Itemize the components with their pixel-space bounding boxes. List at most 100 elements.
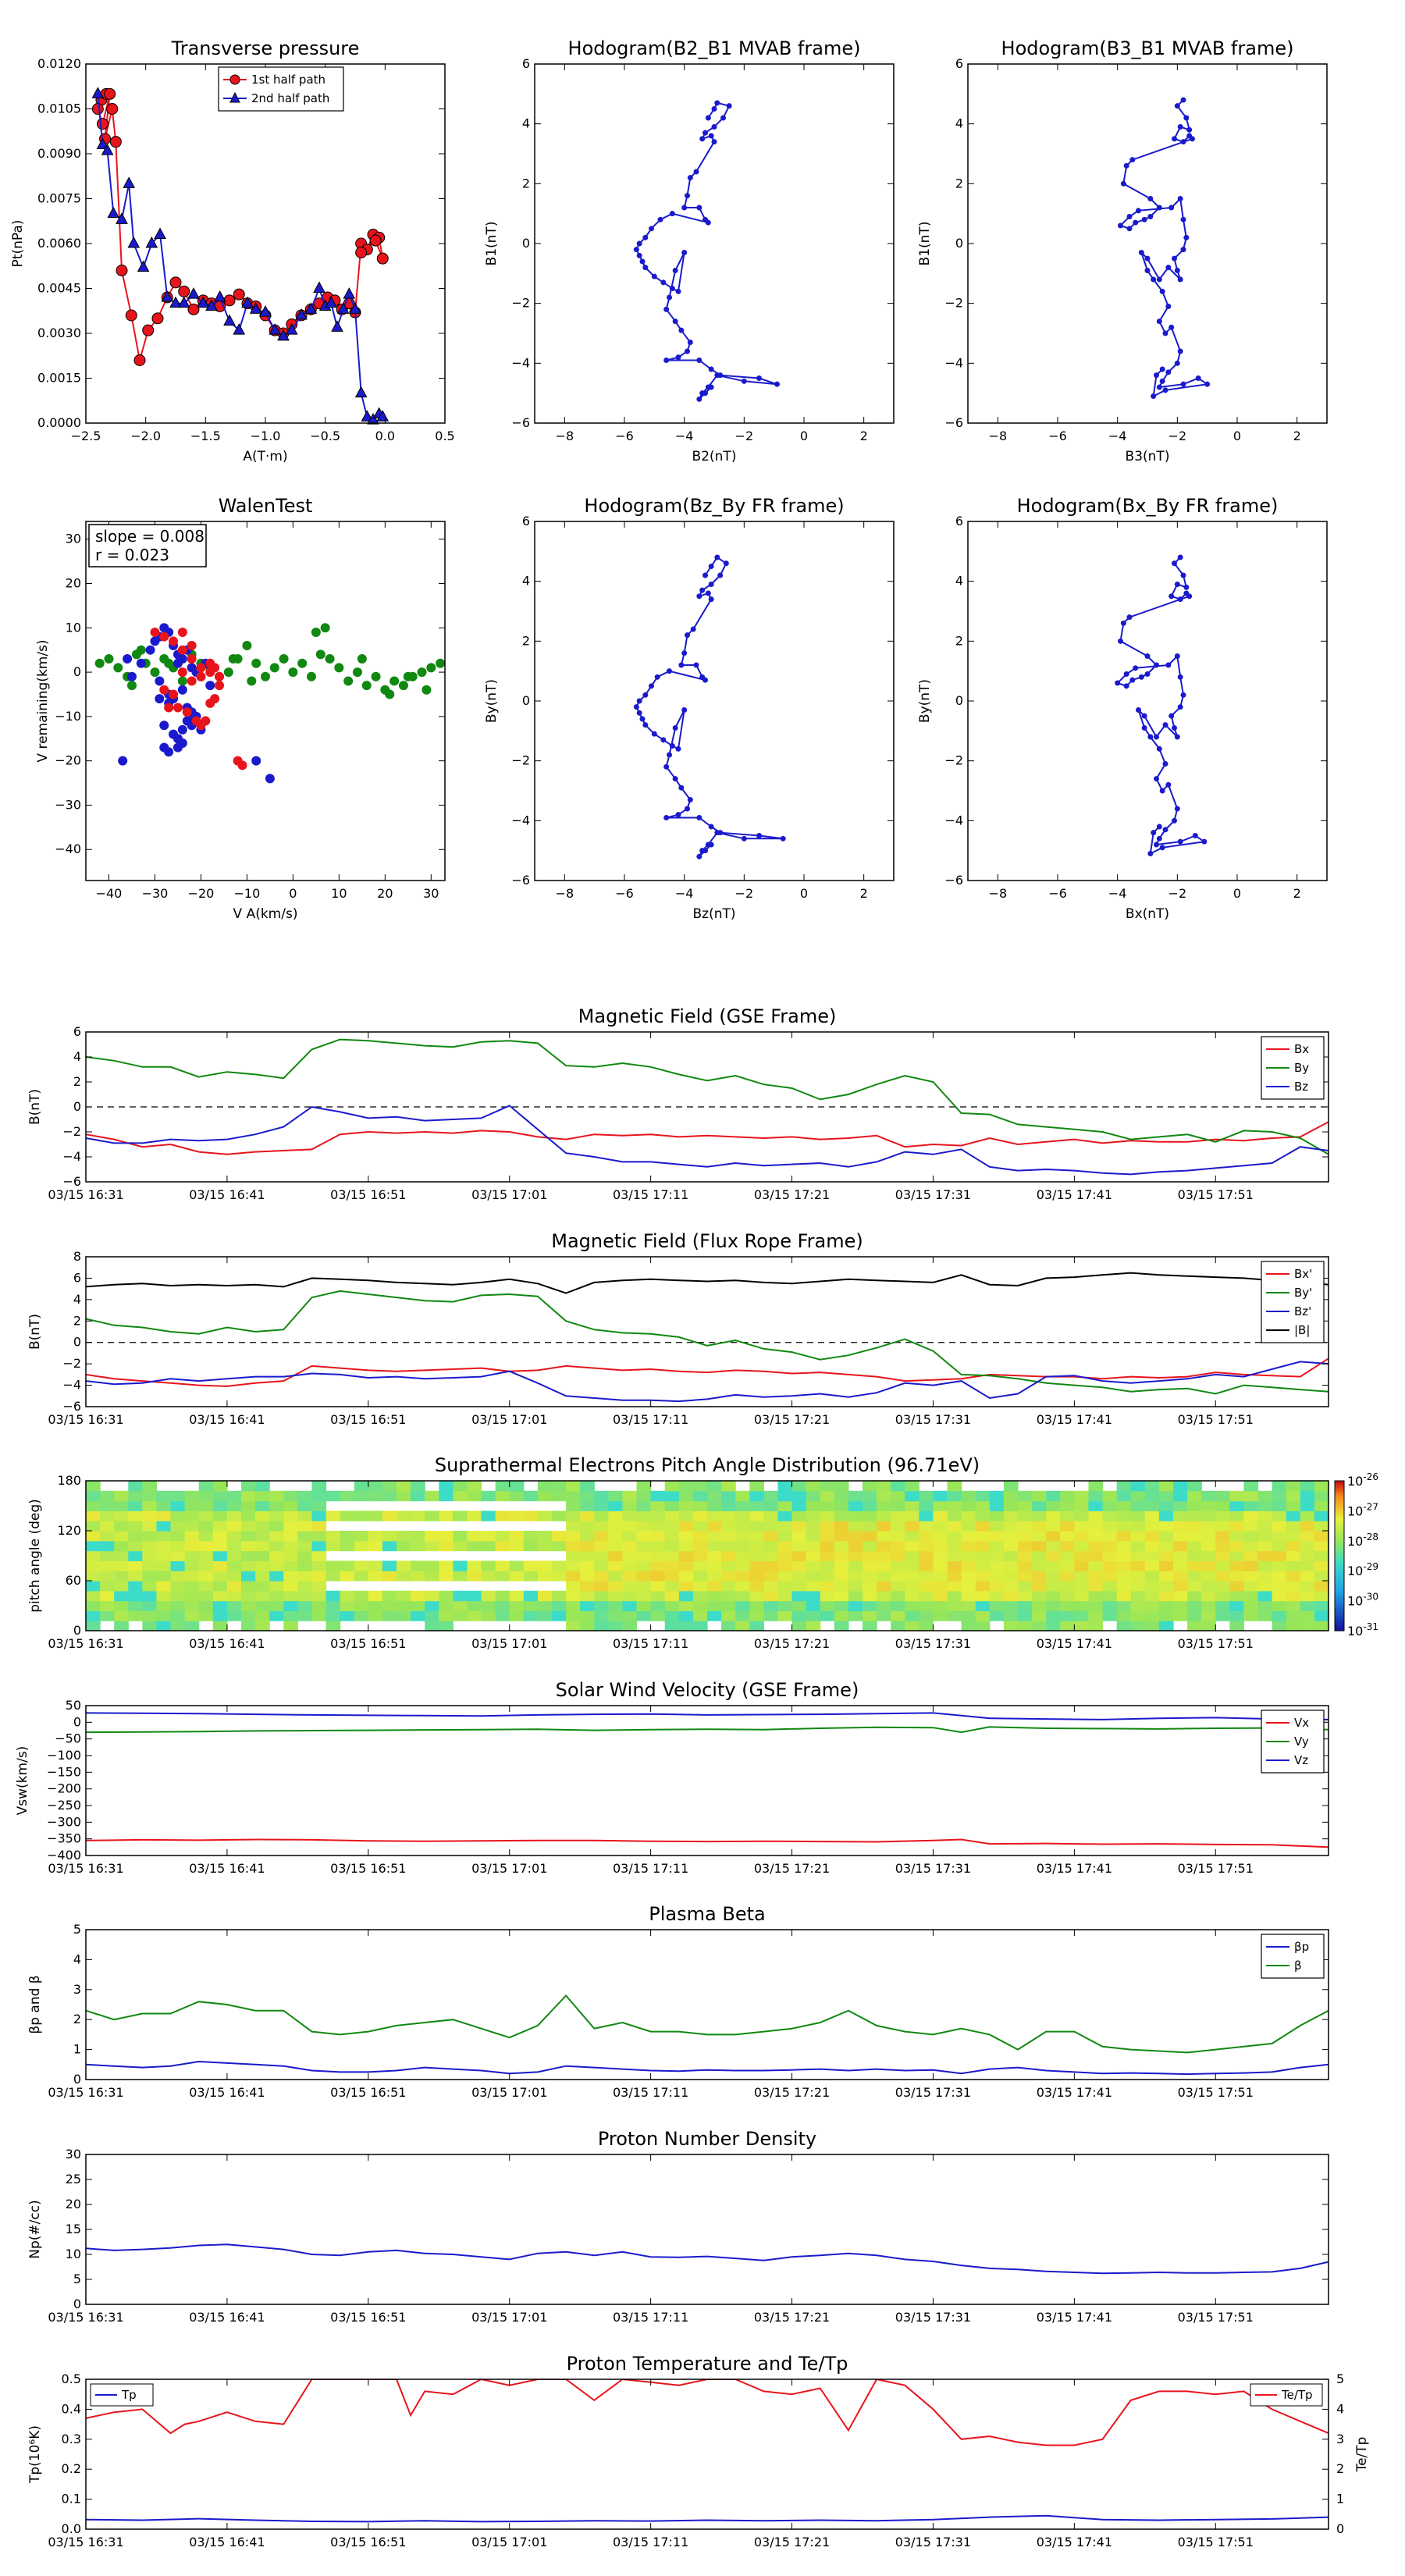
data-point: [251, 756, 261, 766]
data-point: [1159, 788, 1165, 794]
heatmap-cell: [368, 1540, 383, 1552]
heatmap-cell: [269, 1571, 284, 1582]
heatmap-cell: [114, 1500, 129, 1511]
heatmap-cell: [975, 1521, 991, 1532]
heatmap-cell: [156, 1550, 172, 1561]
data-point: [1180, 692, 1186, 698]
y-tick-label: 0.0060: [37, 236, 81, 251]
heatmap-cell: [226, 1521, 242, 1532]
heatmap-cell: [820, 1550, 835, 1561]
data-point: [1172, 255, 1177, 262]
heatmap-cell: [622, 1490, 638, 1502]
heatmap-cell: [961, 1600, 976, 1611]
heatmap-cell: [692, 1621, 708, 1631]
series-line-2: [86, 1361, 1329, 1403]
data-point: [1174, 103, 1180, 109]
legend-label: Bx: [1294, 1042, 1309, 1056]
heatmap-cell: [1173, 1531, 1188, 1542]
data-point: [1172, 560, 1177, 567]
heatmap-cell: [1272, 1521, 1287, 1532]
heatmap-cell: [467, 1610, 482, 1621]
data-point: [320, 623, 330, 633]
heatmap-cell: [1032, 1610, 1047, 1621]
heatmap-cell: [1003, 1571, 1019, 1582]
data-point: [1138, 674, 1144, 680]
heatmap-cell: [1300, 1560, 1315, 1571]
y2-axis-label: Te/Tp: [1354, 2437, 1370, 2473]
colorbar-cell: [1335, 1496, 1344, 1499]
data-point: [127, 236, 140, 248]
heatmap-cell: [905, 1540, 919, 1552]
colorbar-cell: [1335, 1585, 1344, 1589]
heatmap-cell: [509, 1510, 525, 1521]
data-point: [687, 175, 693, 181]
heatmap-cell: [975, 1550, 991, 1561]
heatmap-cell: [622, 1540, 638, 1552]
legend-label: β: [1294, 1959, 1302, 1973]
annotation-text: r = 0.023: [95, 546, 169, 564]
time-tick-label: 03/15 16:51: [330, 2085, 406, 2100]
data-point: [663, 306, 670, 312]
heatmap-cell: [100, 1490, 115, 1502]
heatmap-cell: [226, 1540, 242, 1552]
heatmap-cell: [453, 1560, 468, 1571]
heatmap-cell: [580, 1531, 595, 1542]
heatmap-cell: [1158, 1610, 1174, 1621]
heatmap-cell: [1046, 1531, 1061, 1542]
time-tick-label: 03/15 17:21: [754, 1187, 830, 1202]
heatmap-cell: [411, 1560, 425, 1571]
heatmap-cell: [1144, 1610, 1160, 1621]
data-point: [196, 671, 206, 681]
heatmap-cell: [905, 1610, 919, 1621]
data-point: [177, 724, 187, 735]
heatmap-cell: [523, 1510, 539, 1521]
heatmap-cell: [1130, 1500, 1146, 1511]
heatmap-cell: [156, 1590, 172, 1602]
heatmap-cell: [170, 1500, 186, 1511]
heatmap-cell: [156, 1581, 172, 1592]
heatmap-cell: [1201, 1581, 1216, 1592]
time-tick-label: 03/15 17:31: [895, 1861, 971, 1876]
heatmap-cell: [1046, 1581, 1061, 1592]
heatmap-cell: [877, 1540, 891, 1552]
heatmap-cell: [1257, 1581, 1273, 1592]
heatmap-cell: [1173, 1600, 1188, 1611]
heatmap-cell: [566, 1600, 581, 1611]
heatmap-cell: [1286, 1621, 1301, 1631]
data-point: [259, 305, 272, 317]
heatmap-cell: [269, 1510, 284, 1521]
heatmap-cell: [495, 1590, 510, 1602]
heatmap-cell: [749, 1571, 764, 1582]
y-tick-label: −250: [47, 1798, 81, 1813]
y-tick-label: 0.0030: [37, 326, 81, 340]
data-point: [699, 136, 706, 142]
annotation-text: slope = 0.008: [95, 527, 205, 546]
data-point: [1120, 620, 1126, 626]
heatmap-cell: [777, 1590, 793, 1602]
data-point: [681, 707, 688, 713]
colorbar-cell: [1335, 1546, 1344, 1549]
colorbar-cell: [1335, 1521, 1344, 1524]
colorbar-cell: [1335, 1588, 1344, 1592]
heatmap-cell: [1158, 1581, 1174, 1592]
y-tick-label: −2: [511, 753, 530, 768]
heatmap-cell: [777, 1550, 793, 1561]
time-tick-label: 03/15 17:01: [471, 1187, 547, 1202]
heatmap-cell: [566, 1550, 581, 1561]
heatmap-cell: [566, 1500, 581, 1511]
heatmap-cell: [1272, 1500, 1287, 1511]
data-point: [137, 260, 150, 272]
heatmap-cell: [439, 1560, 454, 1571]
heatmap-cell: [114, 1560, 129, 1571]
data-point: [636, 710, 642, 716]
heatmap-cell: [721, 1621, 736, 1631]
heatmap-cell: [707, 1571, 722, 1582]
data-point: [354, 386, 368, 398]
heatmap-cell: [1300, 1500, 1315, 1511]
heatmap-cell: [1116, 1600, 1132, 1611]
heatmap-cell: [170, 1621, 186, 1631]
time-tick-label: 03/15 17:51: [1178, 1412, 1254, 1427]
y-tick-label: 20: [66, 576, 81, 591]
